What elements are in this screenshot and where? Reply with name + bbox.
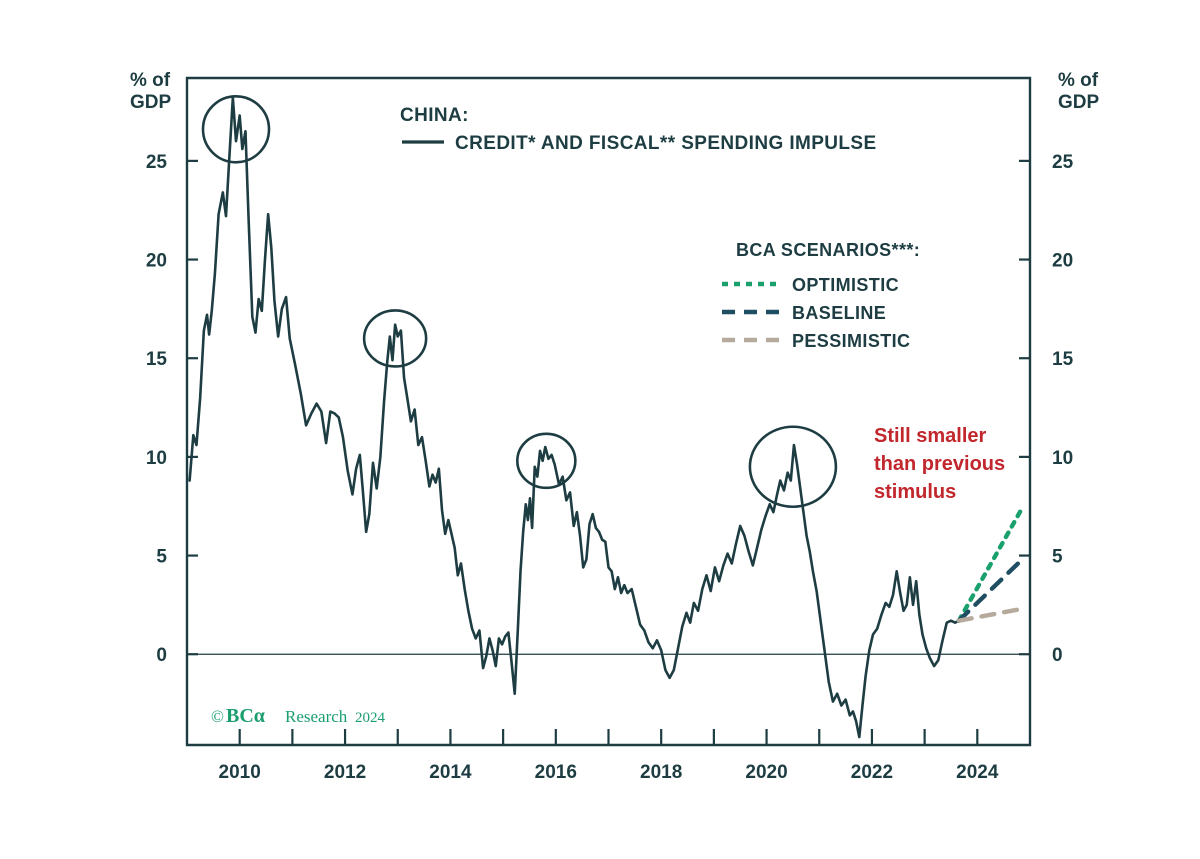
plot-frame bbox=[185, 76, 1032, 747]
series-line bbox=[188, 96, 961, 739]
credit-name: Research bbox=[285, 707, 348, 726]
highlight-circle-peak-2020 bbox=[748, 425, 838, 509]
y-axis-title-right-line2: GDP bbox=[1058, 92, 1100, 113]
legend-label-optimistic: OPTIMISTIC bbox=[792, 275, 899, 295]
credit-symbol: © bbox=[211, 707, 224, 726]
peak-highlight-circles bbox=[201, 95, 838, 509]
y-tick-label-right: 20 bbox=[1052, 251, 1073, 272]
x-tick-label: 2012 bbox=[324, 762, 366, 783]
legend-scenario-entries: OPTIMISTIC BASELINE PESSIMISTIC bbox=[722, 275, 910, 351]
annotation-still-smaller-line3: stimulus bbox=[874, 481, 956, 503]
x-tick-label: 2024 bbox=[956, 762, 999, 783]
y-tick-label-right: 5 bbox=[1052, 547, 1063, 568]
x-tick-label: 2014 bbox=[429, 762, 472, 783]
x-tick-label: 2010 bbox=[219, 762, 261, 783]
y-tick-label-left: 20 bbox=[146, 251, 167, 272]
y-tick-label-left: 10 bbox=[146, 448, 167, 469]
highlight-circle-peak-2015 bbox=[516, 432, 577, 490]
highlight-circle-peak-2009 bbox=[201, 95, 271, 164]
y-axis-title-left-line1: % of bbox=[130, 70, 171, 91]
credit-brand: BCα bbox=[226, 705, 265, 727]
series-line bbox=[956, 606, 1025, 623]
y-tick-label-left: 25 bbox=[146, 152, 168, 173]
highlight-circle-peak-2012 bbox=[362, 309, 428, 368]
y-tick-label-left: 15 bbox=[146, 349, 168, 370]
legend-label-baseline: BASELINE bbox=[792, 303, 886, 323]
legend-scenarios-header: BCA SCENARIOS***: bbox=[736, 240, 920, 260]
annotation-still-smaller-line2: than previous bbox=[874, 453, 1005, 475]
y-tick-label-right: 25 bbox=[1052, 152, 1074, 173]
series-line bbox=[956, 557, 1025, 623]
y-tick-label-left: 0 bbox=[156, 645, 167, 666]
legend-series-label: CREDIT* AND FISCAL** SPENDING IMPULSE bbox=[455, 133, 877, 154]
y-axis-title-right-line1: % of bbox=[1058, 70, 1099, 91]
x-tick-label: 2022 bbox=[851, 762, 893, 783]
legend-label-pessimistic: PESSIMISTIC bbox=[792, 331, 910, 351]
x-tick-label: 2016 bbox=[535, 762, 577, 783]
y-tick-label-right: 0 bbox=[1052, 645, 1063, 666]
y-tick-label-left: 5 bbox=[156, 547, 167, 568]
axis-ticks bbox=[187, 159, 1030, 745]
series-line bbox=[956, 506, 1025, 623]
y-tick-label-right: 15 bbox=[1052, 349, 1074, 370]
y-tick-label-right: 10 bbox=[1052, 448, 1073, 469]
annotation-still-smaller-line1: Still smaller bbox=[874, 425, 986, 447]
legend-series-header: CHINA: bbox=[400, 105, 469, 126]
y-axis-title-left-line2: GDP bbox=[130, 92, 172, 113]
credit-year: 2024 bbox=[355, 710, 386, 726]
x-tick-label: 2020 bbox=[745, 762, 787, 783]
series-lines bbox=[188, 96, 1025, 739]
x-tick-label: 2018 bbox=[640, 762, 682, 783]
